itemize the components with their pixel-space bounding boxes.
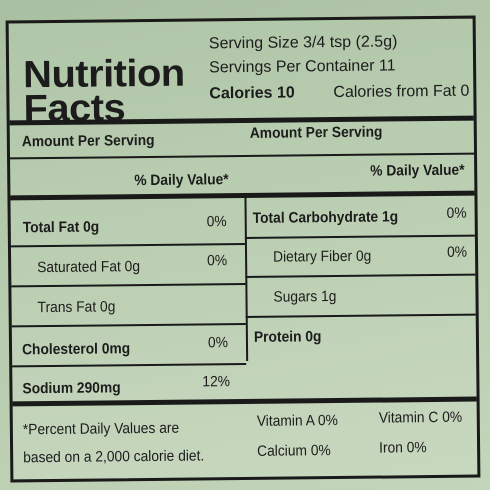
- row-saturated-fat: Saturated Fat 0g: [37, 258, 141, 277]
- thick-divider-3: [12, 396, 477, 407]
- divider: [245, 273, 476, 278]
- calcium: Calcium 0%: [257, 442, 331, 460]
- calories: Calories 10: [209, 84, 295, 103]
- calories-from-fat: Calories from Fat 0: [333, 82, 470, 102]
- vitamin-a: Vitamin A 0%: [256, 412, 338, 430]
- row-total-fat: Total Fat 0g: [22, 218, 100, 237]
- daily-value-right: % Daily Value*: [370, 161, 465, 180]
- vitamin-c: Vitamin C 0%: [378, 408, 463, 427]
- row-sodium: Sodium 290mg: [22, 379, 121, 398]
- daily-value-left: % Daily Value*: [134, 171, 229, 190]
- divider: [12, 362, 247, 368]
- footnote-line-2: based on a 2,000 calorie diet.: [23, 447, 205, 467]
- nutrition-label: Nutrition Facts Serving Size 3/4 tsp (2.…: [5, 15, 481, 483]
- thick-divider-2: [10, 190, 475, 201]
- amount-per-serving-right: Amount Per Serving: [249, 123, 383, 142]
- row-protein: Protein 0g: [253, 328, 322, 346]
- row-total-fat-dv: 0%: [206, 213, 227, 231]
- row-trans-fat: Trans Fat 0g: [37, 298, 116, 317]
- servings-per-container: Servings Per Container 11: [209, 57, 396, 77]
- serving-size: Serving Size 3/4 tsp (2.5g): [208, 33, 398, 53]
- row-sugars: Sugars 1g: [273, 288, 337, 306]
- row-total-carbohydrate-dv: 0%: [446, 204, 467, 222]
- row-dietary-fiber: Dietary Fiber 0g: [272, 247, 372, 266]
- iron: Iron 0%: [379, 439, 427, 457]
- divider: [10, 152, 475, 160]
- divider: [245, 313, 476, 318]
- divider: [11, 322, 246, 328]
- footnote-line-1: *Percent Daily Values are: [22, 419, 180, 439]
- row-total-carbohydrate: Total Carbohydrate 1g: [252, 208, 399, 227]
- row-dietary-fiber-dv: 0%: [446, 243, 468, 261]
- divider: [244, 234, 475, 239]
- row-sodium-dv: 12%: [202, 373, 231, 391]
- row-saturated-fat-dv: 0%: [207, 252, 228, 270]
- amount-per-serving-left: Amount Per Serving: [21, 131, 155, 151]
- row-cholesterol: Cholesterol 0mg: [21, 340, 131, 359]
- divider: [10, 242, 245, 248]
- row-cholesterol-dv: 0%: [207, 334, 229, 352]
- column-divider: [244, 196, 249, 361]
- divider: [11, 282, 246, 288]
